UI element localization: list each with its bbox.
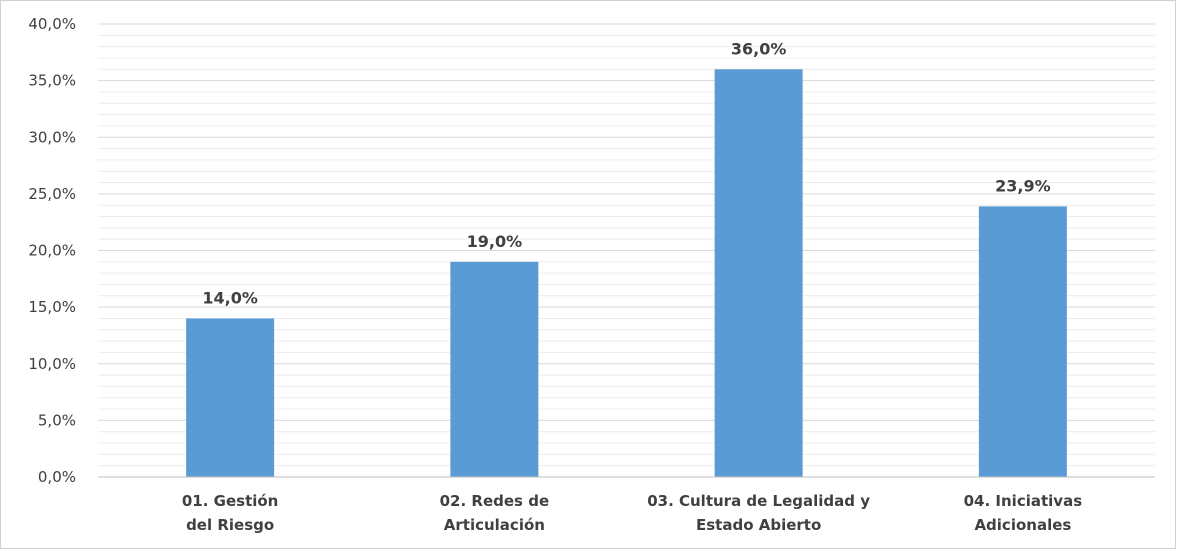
x-tick-label: Adicionales bbox=[974, 516, 1071, 534]
x-tick-label: del Riesgo bbox=[186, 516, 274, 534]
data-labels: 14,0% 19,0% 36,0% 23,9% bbox=[202, 39, 1050, 307]
x-axis-categories: 01. Gestión del Riesgo 02. Redes de Articul… bbox=[182, 492, 1082, 534]
gridlines bbox=[98, 23, 1155, 467]
y-tick-label: 25,0% bbox=[28, 185, 76, 203]
x-tick-label: Articulación bbox=[444, 516, 545, 534]
y-tick-label: 35,0% bbox=[28, 72, 76, 90]
y-tick-label: 0,0% bbox=[38, 468, 76, 486]
y-axis-ticks: 0,0% 5,0% 10,0% 15,0% 20,0% 25,0% 30,0% 35,0% 40… bbox=[28, 15, 76, 486]
y-tick-label: 10,0% bbox=[28, 355, 76, 373]
x-tick-label: Estado Abierto bbox=[696, 516, 821, 534]
x-tick-label: 03. Cultura de Legalidad y bbox=[647, 492, 870, 510]
bar bbox=[186, 318, 275, 477]
x-tick-label: 01. Gestión bbox=[182, 492, 279, 510]
bar bbox=[714, 69, 803, 478]
data-label: 14,0% bbox=[202, 288, 258, 307]
y-tick-label: 30,0% bbox=[28, 128, 76, 146]
data-label: 23,9% bbox=[995, 176, 1051, 195]
bar bbox=[978, 206, 1067, 477]
x-tick-label: 04. Iniciativas bbox=[964, 492, 1083, 510]
data-label: 36,0% bbox=[731, 39, 787, 58]
y-tick-label: 5,0% bbox=[38, 411, 76, 429]
y-tick-label: 20,0% bbox=[28, 242, 76, 260]
y-tick-label: 40,0% bbox=[28, 15, 76, 33]
bar bbox=[450, 261, 539, 477]
bars bbox=[186, 69, 1067, 478]
y-tick-label: 15,0% bbox=[28, 298, 76, 316]
data-label: 19,0% bbox=[467, 232, 523, 251]
x-tick-label: 02. Redes de bbox=[440, 492, 550, 510]
